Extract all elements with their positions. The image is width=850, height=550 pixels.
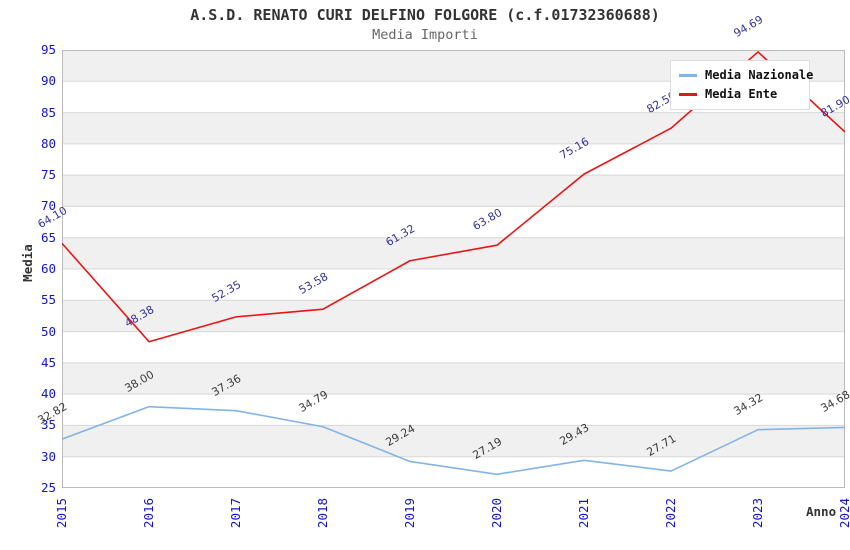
x-tick-label: 2019 xyxy=(402,497,417,529)
background-band xyxy=(62,300,845,332)
y-tick-label: 80 xyxy=(40,135,56,151)
y-tick-label: 60 xyxy=(40,261,56,276)
background-band xyxy=(62,112,845,144)
legend-label: Media Nazionale xyxy=(705,68,814,82)
y-tick-label: 95 xyxy=(40,42,56,57)
x-tick-label: 2015 xyxy=(54,497,69,529)
background-band xyxy=(62,175,845,207)
x-tick-label: 2024 xyxy=(837,497,850,529)
background-band xyxy=(62,362,845,395)
x-tick-label: 2021 xyxy=(576,497,591,529)
y-tick-label: 50 xyxy=(40,323,56,339)
legend-label: Media Ente xyxy=(705,87,778,101)
chart-title: A.S.D. RENATO CURI DELFINO FOLGORE (c.f.… xyxy=(190,6,660,24)
background-band xyxy=(62,425,845,457)
x-tick-label: 2016 xyxy=(141,497,156,529)
plot-series-svg xyxy=(62,50,845,488)
plot-area xyxy=(62,50,845,488)
y-tick-label: 65 xyxy=(40,229,56,245)
legend-line-swatch xyxy=(679,92,697,96)
y-tick-label: 45 xyxy=(40,354,56,370)
y-tick-label: 85 xyxy=(40,104,56,120)
chart-subtitle: Media Importi xyxy=(372,27,478,43)
legend-item-media-nazionale: Media Nazionale xyxy=(679,67,813,83)
y-tick-label: 25 xyxy=(40,480,56,495)
series-line-media-nazionale xyxy=(62,405,845,476)
legend: Media Nazionale Media Ente xyxy=(670,60,813,110)
y-tick-label: 40 xyxy=(40,386,56,402)
x-tick-label: 2022 xyxy=(663,497,678,529)
legend-item-media-ente: Media Ente xyxy=(679,86,801,102)
legend-line-swatch xyxy=(679,73,697,77)
x-tick-label: 2023 xyxy=(750,497,765,529)
plot-border xyxy=(62,50,845,488)
y-tick-label: 75 xyxy=(40,167,56,183)
x-tick-label: 2018 xyxy=(315,497,330,529)
x-axis-title: Anno xyxy=(806,504,837,519)
y-tick-label: 70 xyxy=(40,198,56,214)
x-tick-label: 2020 xyxy=(489,497,504,529)
y-tick-label: 30 xyxy=(40,448,56,464)
y-tick-label: 90 xyxy=(40,73,56,89)
y-tick-label: 35 xyxy=(40,417,56,433)
x-tick-label: 2017 xyxy=(228,497,243,529)
y-tick-label: 55 xyxy=(40,292,56,308)
